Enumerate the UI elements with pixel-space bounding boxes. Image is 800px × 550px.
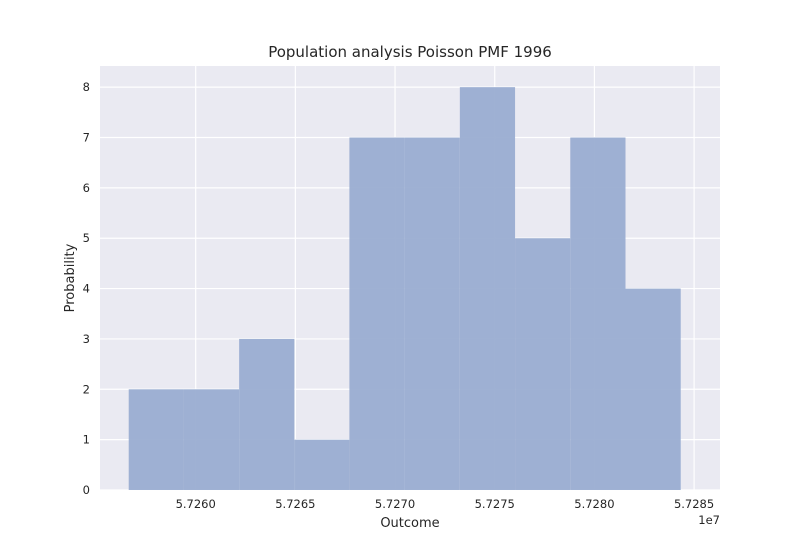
histogram-bar — [239, 338, 295, 490]
histogram-bar — [349, 137, 405, 491]
chart-title: Population analysis Poisson PMF 1996 — [268, 43, 552, 61]
x-tick-label: 5.7275 — [475, 497, 515, 511]
histogram-bar — [625, 288, 681, 490]
x-tick-label: 5.7285 — [674, 497, 714, 511]
y-axis-label: Probability — [63, 243, 78, 312]
y-tick-label: 8 — [83, 80, 90, 94]
x-tick-label: 5.7260 — [176, 497, 216, 511]
histogram-bars — [128, 87, 681, 491]
y-tick-label: 0 — [83, 483, 90, 497]
y-tick-label: 5 — [83, 231, 90, 245]
x-axis-label: Outcome — [380, 516, 439, 531]
histogram-bar — [459, 87, 516, 490]
histogram-bar — [294, 439, 350, 490]
x-tick-label: 5.7280 — [574, 497, 614, 511]
y-tick-label: 2 — [83, 382, 90, 396]
x-axis-offset-label: 1e7 — [698, 513, 720, 527]
y-tick-label: 6 — [83, 181, 90, 195]
histogram-bar — [404, 137, 460, 491]
histogram-bar — [128, 389, 184, 490]
histogram-bar — [515, 238, 571, 490]
x-axis-ticks: 5.7260 5.7265 5.7270 5.7275 5.7280 5.7285 — [176, 497, 715, 511]
x-tick-label: 5.7265 — [275, 497, 315, 511]
y-tick-label: 1 — [83, 433, 90, 447]
y-tick-label: 7 — [83, 131, 90, 145]
histogram-bar — [183, 389, 240, 490]
y-tick-label: 4 — [83, 282, 90, 296]
x-tick-label: 5.7270 — [375, 497, 415, 511]
y-tick-label: 3 — [83, 332, 90, 346]
histogram-bar — [570, 137, 626, 491]
y-axis-ticks: 0 1 2 3 4 5 6 7 8 — [83, 80, 90, 497]
